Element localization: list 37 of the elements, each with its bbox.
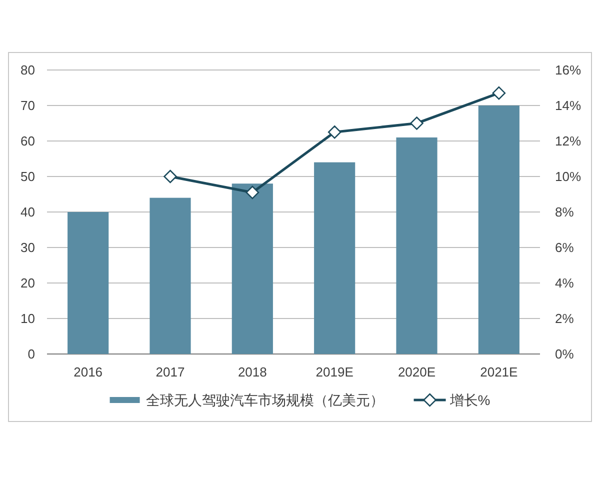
y2-tick-label: 4% — [555, 276, 574, 290]
bar — [150, 198, 191, 354]
y2-tick-label: 14% — [555, 98, 582, 113]
y2-tick-label: 10% — [555, 169, 582, 184]
point — [410, 116, 424, 130]
point — [246, 186, 260, 200]
bar — [396, 137, 438, 354]
x-tick-label: 2021E — [480, 364, 518, 380]
x-tick-label: 2018 — [238, 364, 267, 380]
bar — [68, 212, 109, 354]
bar — [232, 184, 273, 354]
y2-tick-label: 12% — [555, 134, 582, 148]
bar — [478, 106, 520, 354]
point — [164, 170, 177, 184]
y-tick-label: 10 — [20, 311, 35, 326]
y2-tick-label: 8% — [555, 204, 574, 220]
y-tick-label: 50 — [20, 169, 35, 184]
y-tick-label: 40 — [20, 204, 35, 220]
x-tick-label: 2019E — [316, 364, 354, 380]
point — [492, 86, 506, 100]
y2-tick-label: 0% — [555, 346, 574, 362]
y-tick-label: 70 — [20, 98, 35, 113]
y-tick-label: 30 — [20, 240, 35, 255]
x-tick-label: 2017 — [156, 364, 185, 380]
y-tick-label: 20 — [20, 276, 35, 290]
y-tick-label: 80 — [20, 62, 35, 78]
x-tick-label: 2016 — [74, 364, 103, 380]
y-tick-label: 60 — [20, 134, 35, 148]
y2-tick-label: 2% — [555, 311, 574, 326]
x-tick-label: 2020E — [398, 364, 436, 380]
y-tick-label: 0 — [28, 346, 35, 362]
legend-label: 增长% — [448, 392, 490, 408]
point — [328, 125, 342, 139]
legend-label: 全球无人驾驶汽车市场规模（亿美元） — [146, 392, 384, 408]
bar — [314, 162, 356, 354]
y2-tick-label: 16% — [555, 62, 582, 78]
y2-tick-label: 6% — [555, 240, 574, 255]
